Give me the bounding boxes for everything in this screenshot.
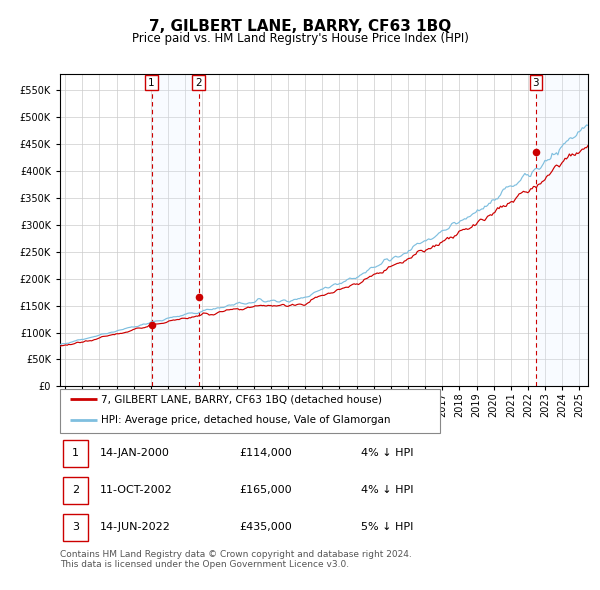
- Text: HPI: Average price, detached house, Vale of Glamorgan: HPI: Average price, detached house, Vale…: [101, 415, 391, 425]
- Text: 2: 2: [196, 77, 202, 87]
- Text: 4% ↓ HPI: 4% ↓ HPI: [361, 486, 413, 495]
- Text: 1: 1: [148, 77, 155, 87]
- Text: Contains HM Land Registry data © Crown copyright and database right 2024.
This d: Contains HM Land Registry data © Crown c…: [60, 550, 412, 569]
- Text: 7, GILBERT LANE, BARRY, CF63 1BQ (detached house): 7, GILBERT LANE, BARRY, CF63 1BQ (detach…: [101, 394, 382, 404]
- Point: [194, 293, 203, 302]
- Text: £114,000: £114,000: [239, 448, 292, 458]
- Bar: [536, 74, 588, 386]
- Point: [531, 148, 541, 157]
- Text: Price paid vs. HM Land Registry's House Price Index (HPI): Price paid vs. HM Land Registry's House …: [131, 32, 469, 45]
- Text: 3: 3: [72, 522, 79, 532]
- Text: 1: 1: [72, 448, 79, 458]
- Text: 2: 2: [72, 486, 79, 495]
- Text: 14-JUN-2022: 14-JUN-2022: [100, 522, 170, 532]
- Text: £165,000: £165,000: [239, 486, 292, 495]
- Text: £435,000: £435,000: [239, 522, 292, 532]
- FancyBboxPatch shape: [60, 389, 440, 432]
- Point: [147, 320, 157, 330]
- Text: 3: 3: [533, 77, 539, 87]
- Text: 11-OCT-2002: 11-OCT-2002: [100, 486, 172, 495]
- Text: 5% ↓ HPI: 5% ↓ HPI: [361, 522, 413, 532]
- FancyBboxPatch shape: [62, 477, 88, 504]
- Bar: [152, 74, 199, 386]
- Text: 4% ↓ HPI: 4% ↓ HPI: [361, 448, 413, 458]
- FancyBboxPatch shape: [62, 440, 88, 467]
- Text: 7, GILBERT LANE, BARRY, CF63 1BQ: 7, GILBERT LANE, BARRY, CF63 1BQ: [149, 19, 451, 34]
- FancyBboxPatch shape: [62, 514, 88, 540]
- Text: 14-JAN-2000: 14-JAN-2000: [100, 448, 169, 458]
